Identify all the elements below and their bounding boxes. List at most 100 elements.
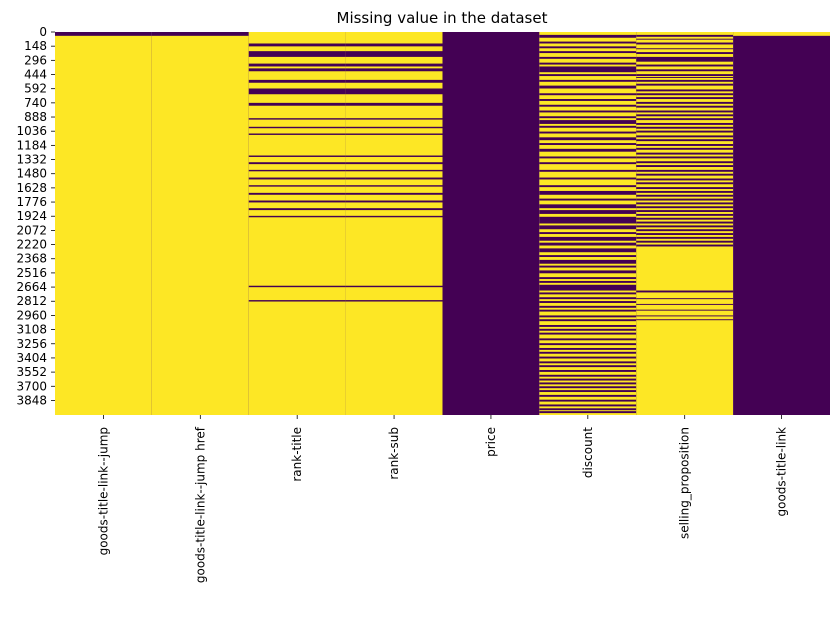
y-tick-label-22: 3256	[16, 337, 47, 351]
heatmap-present-band-3-10	[345, 155, 443, 157]
heatmap-present-band-5-12	[539, 104, 637, 107]
heatmap-present-band-6-34	[636, 182, 734, 185]
heatmap-present-band-2-20	[248, 300, 346, 302]
heatmap-present-band-6-15	[636, 101, 734, 104]
y-tick-label-21: 3108	[16, 323, 47, 337]
heatmap-present-band-6-29	[636, 161, 734, 164]
heatmap-present-band-6-12	[636, 89, 734, 92]
heatmap-missing-band-1-0	[151, 35, 249, 415]
heatmap-missing-band-7-0	[733, 32, 830, 36]
heatmap-present-band-5-56	[539, 351, 637, 354]
y-tick-label-2: 296	[24, 53, 47, 67]
heatmap-present-band-6-6	[636, 64, 734, 67]
heatmap-present-band-2-0	[248, 43, 346, 47]
heatmap-present-band-5-51	[539, 328, 637, 331]
heatmap-present-band-6-37	[636, 194, 734, 197]
heatmap-present-band-2-4	[248, 79, 346, 83]
heatmap-missing-band-3-0	[345, 32, 443, 415]
heatmap-present-band-2-3	[248, 68, 346, 72]
heatmap-present-band-5-35	[539, 248, 637, 253]
heatmap-present-band-3-13	[345, 177, 443, 180]
heatmap-present-band-5-50	[539, 324, 637, 327]
x-tick-label-4: price	[484, 427, 498, 457]
heatmap-present-band-5-68	[539, 404, 637, 407]
heatmap-present-band-5-61	[539, 374, 637, 377]
heatmap-present-band-5-20	[539, 148, 637, 152]
heatmap-missing-band-2-0	[248, 32, 346, 415]
heatmap-present-band-3-14	[345, 185, 443, 187]
heatmap-present-band-5-28	[539, 204, 637, 209]
heatmap-present-band-6-2	[636, 42, 734, 45]
heatmap-present-band-6-36	[636, 190, 734, 193]
heatmap-present-band-6-11	[636, 83, 734, 86]
heatmap-present-band-5-29	[539, 210, 637, 214]
heatmap-present-band-5-63	[539, 382, 637, 385]
heatmap-present-band-5-30	[539, 216, 637, 224]
heatmap-present-band-6-33	[636, 178, 734, 181]
heatmap-present-band-5-58	[539, 361, 637, 364]
heatmap-present-band-2-1	[248, 51, 346, 57]
y-tick-label-10: 1480	[16, 167, 47, 181]
heatmap-present-band-6-53	[636, 303, 734, 305]
heatmap-present-band-5-46	[539, 305, 637, 308]
heatmap-present-band-6-23	[636, 135, 734, 138]
heatmap-present-band-2-12	[248, 169, 346, 172]
heatmap-present-band-6-13	[636, 93, 734, 96]
y-tick-label-18: 2664	[16, 280, 47, 294]
heatmap-column-7-present	[733, 32, 830, 415]
heatmap-present-band-6-52	[636, 298, 734, 300]
heatmap-present-band-5-19	[539, 143, 637, 145]
heatmap-missing-band-0-0	[55, 35, 152, 415]
y-tick-label-7: 1036	[16, 124, 47, 138]
heatmap-present-band-5-38	[539, 265, 637, 268]
heatmap-present-band-3-1	[345, 51, 443, 57]
heatmap-present-band-6-56	[636, 319, 734, 321]
y-tick-label-11: 1628	[16, 181, 47, 195]
heatmap-present-band-5-59	[539, 365, 637, 368]
heatmap-present-band-5-47	[539, 309, 637, 312]
heatmap-present-band-5-11	[539, 99, 637, 101]
heatmap-present-band-5-40	[539, 277, 637, 280]
y-tick-label-15: 2220	[16, 238, 47, 252]
heatmap-present-band-6-50	[636, 244, 734, 247]
heatmap-present-band-5-15	[539, 120, 637, 124]
heatmap-present-band-5-23	[539, 169, 637, 172]
heatmap-present-band-6-21	[636, 126, 734, 129]
heatmap-present-band-3-3	[345, 68, 443, 72]
y-tick-label-8: 1184	[16, 138, 47, 152]
heatmap-present-band-6-20	[636, 122, 734, 125]
heatmap-present-band-2-13	[248, 177, 346, 180]
x-tick-label-2: rank-title	[290, 427, 304, 482]
y-tick-label-24: 3552	[16, 365, 47, 379]
heatmap-present-band-3-2	[345, 63, 443, 67]
x-tick-label-0: goods-title-link--jump	[96, 427, 110, 555]
heatmap-present-band-2-8	[248, 126, 346, 129]
heatmap-present-band-5-25	[539, 185, 637, 188]
heatmap-present-band-2-18	[248, 215, 346, 218]
heatmap-present-band-5-26	[539, 190, 637, 195]
heatmap-present-band-5-2	[539, 46, 637, 49]
heatmap-present-band-3-6	[345, 102, 443, 106]
y-tick-label-26: 3848	[16, 393, 47, 407]
heatmap-present-band-5-41	[539, 280, 637, 283]
heatmap-present-band-6-43	[636, 217, 734, 220]
heatmap-present-band-5-45	[539, 301, 637, 303]
heatmap-present-band-5-4	[539, 56, 637, 59]
heatmap-present-band-3-19	[345, 285, 443, 288]
heatmap-present-band-5-39	[539, 270, 637, 274]
heatmap-present-band-6-5	[636, 56, 734, 62]
heatmap-present-band-6-24	[636, 139, 734, 142]
heatmap-present-band-5-34	[539, 242, 637, 246]
heatmap-present-band-6-26	[636, 147, 734, 150]
heatmap-present-band-3-5	[345, 88, 443, 95]
x-tick-labels: goods-title-link--jump goods-title-link--…	[96, 415, 789, 583]
heatmap-present-band-5-54	[539, 343, 637, 346]
heatmap-present-band-6-31	[636, 169, 734, 172]
heatmap-present-band-6-0	[636, 34, 734, 37]
heatmap-present-band-6-48	[636, 236, 734, 239]
heatmap-present-band-6-3	[636, 48, 734, 50]
heatmap-present-band-6-44	[636, 221, 734, 224]
heatmap-present-band-5-55	[539, 347, 637, 350]
heatmap-present-band-6-51	[636, 290, 734, 293]
heatmap-present-band-2-17	[248, 208, 346, 211]
